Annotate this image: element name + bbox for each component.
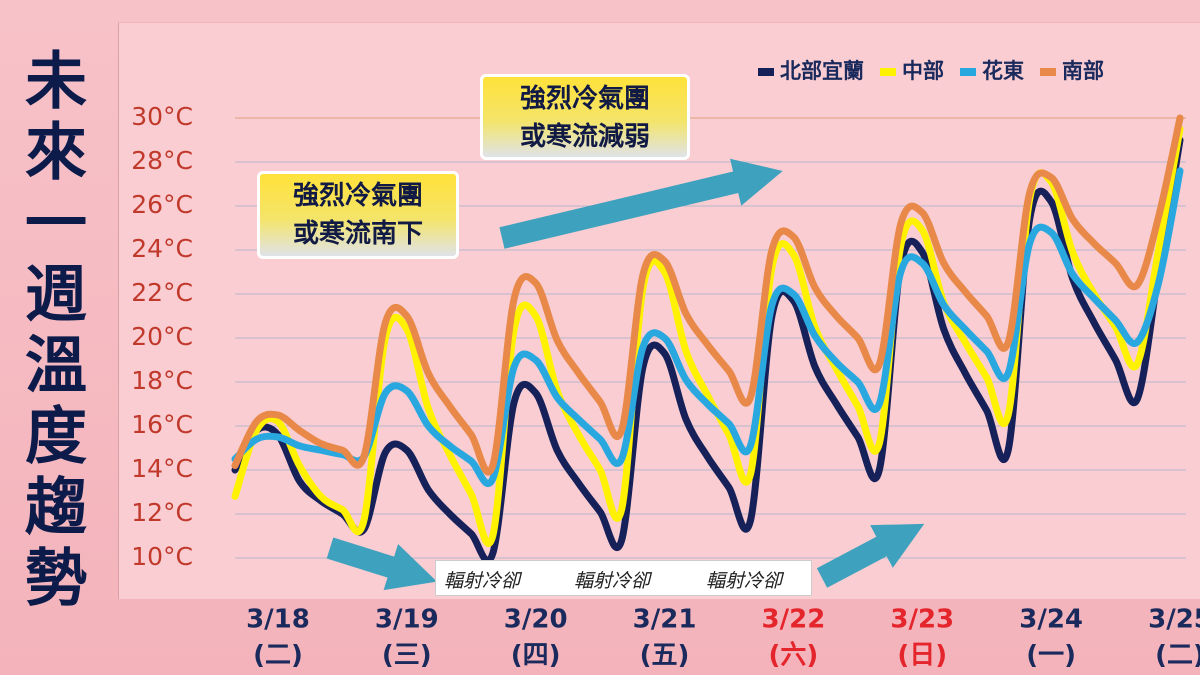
y-tick-label: 10°C [131, 542, 193, 571]
x-tick-label: 3/19 [375, 605, 439, 635]
x-tick-label: 3/25 [1148, 605, 1200, 635]
x-tick-label: 3/24 [1019, 605, 1083, 635]
legend-label: 南部 [1062, 59, 1104, 83]
y-tick-label: 22°C [131, 278, 193, 307]
arrow [816, 523, 925, 588]
x-tick-sublabel: (二) [253, 641, 303, 671]
x-tick-sublabel: (二) [1155, 641, 1200, 671]
legend-label: 花東 [982, 59, 1024, 83]
legend-label: 中部 [902, 59, 944, 83]
arrows [326, 158, 925, 591]
y-tick-label: 12°C [131, 498, 193, 527]
x-tick-sublabel: (一) [1026, 641, 1076, 671]
x-tick-sublabel: (三) [382, 641, 432, 671]
y-tick-label: 28°C [131, 146, 193, 175]
y-tick-label: 14°C [131, 454, 193, 483]
x-tick-label: 3/18 [246, 605, 310, 635]
x-tick-label: 3/20 [504, 605, 568, 635]
arrow [326, 537, 437, 591]
chart-title: 未來一週溫度趨勢 [14, 48, 87, 616]
y-tick-label: 18°C [131, 366, 193, 395]
arrow [499, 158, 783, 249]
annotation: 輻射冷卻 [574, 570, 651, 592]
annotation: 輻射冷卻 [444, 570, 521, 592]
x-tick-sublabel: (五) [640, 641, 690, 671]
y-tick-label: 20°C [131, 322, 193, 351]
y-tick-label: 24°C [131, 234, 193, 263]
annotation: 輻射冷卻 [706, 570, 783, 592]
series-line [231, 167, 1184, 487]
legend-label: 北部宜蘭 [780, 59, 864, 83]
series-line [231, 114, 1184, 476]
y-tick-label: 30°C [131, 102, 193, 131]
x-tick-label: 3/21 [633, 605, 697, 635]
x-tick-sublabel: (六) [769, 641, 819, 671]
y-tick-label: 16°C [131, 410, 193, 439]
x-tick-sublabel: (四) [511, 641, 561, 671]
x-tick-label: 3/22 [762, 605, 826, 635]
y-tick-label: 26°C [131, 190, 193, 219]
x-tick-sublabel: (日) [897, 641, 947, 671]
x-tick-label: 3/23 [890, 605, 954, 635]
annotation-box: 強烈冷氣團 或寒流南下 [257, 171, 459, 259]
annotation-box: 輻射冷卻 輻射冷卻 輻射冷卻 [435, 560, 812, 596]
annotation-box: 強烈冷氣團 或寒流減弱 [480, 74, 690, 160]
